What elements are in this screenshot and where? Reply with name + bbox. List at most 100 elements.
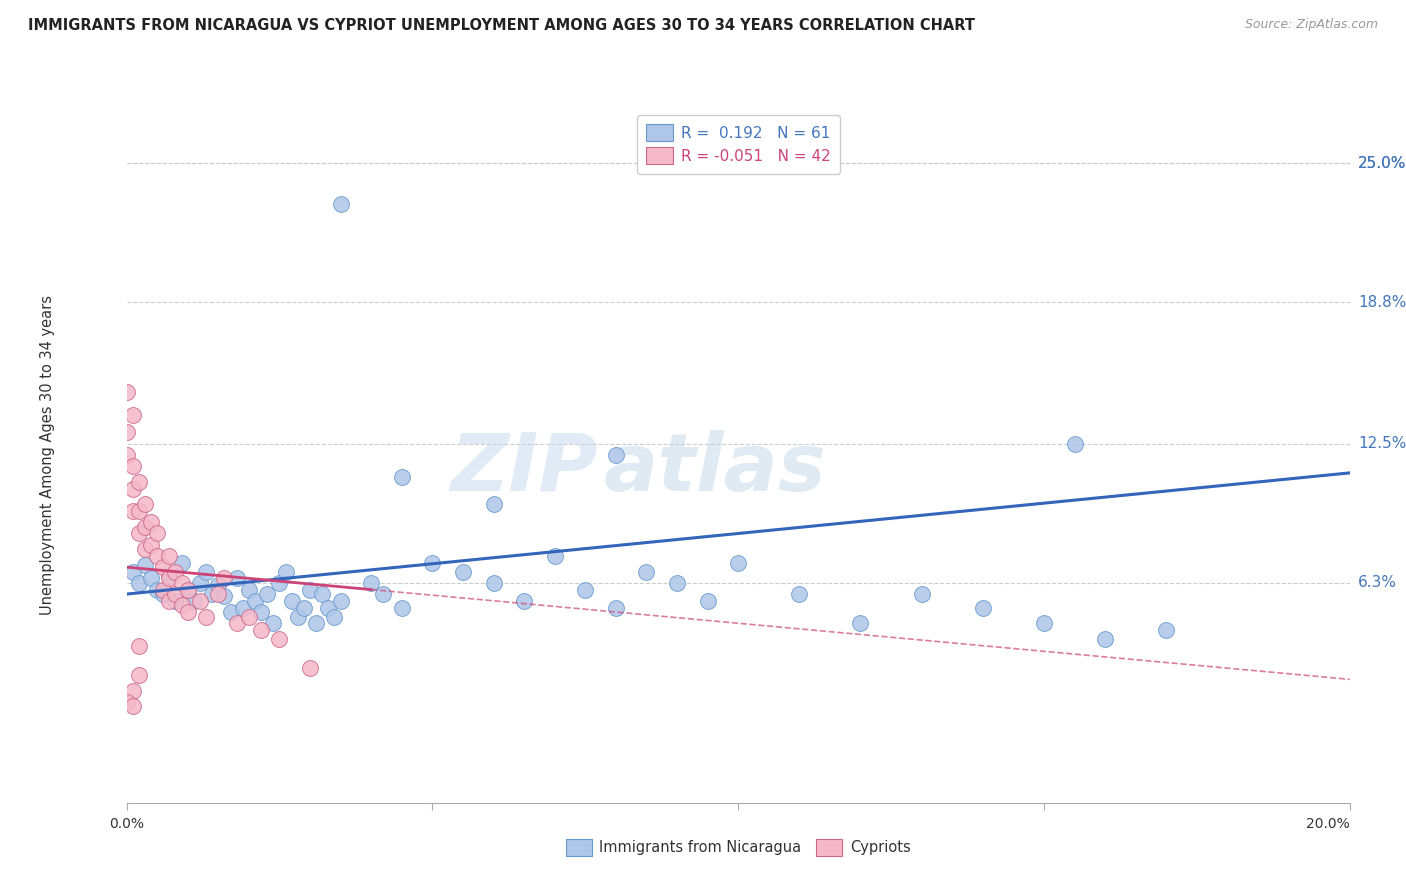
Text: 20.0%: 20.0% [1306, 817, 1350, 830]
Point [139, 571, 162, 585]
Point [165, 594, 187, 608]
Point [274, 565, 297, 579]
Text: 18.8%: 18.8% [1358, 294, 1406, 310]
Point [115, 385, 138, 400]
Point [243, 594, 266, 608]
Point [157, 569, 180, 583]
Point [219, 605, 242, 619]
Point [177, 605, 200, 619]
Point [972, 600, 994, 615]
Point [323, 609, 346, 624]
Point [696, 594, 718, 608]
Point [1094, 632, 1116, 646]
Point [121, 699, 143, 714]
Point [201, 587, 224, 601]
Point [157, 549, 180, 563]
Point [115, 448, 138, 462]
Point [269, 575, 291, 590]
Point [299, 661, 322, 675]
Point [152, 560, 174, 574]
Point [115, 425, 138, 440]
Point [157, 594, 180, 608]
Point [139, 538, 162, 552]
Point [543, 549, 565, 563]
Point [128, 504, 150, 518]
Point [188, 575, 211, 590]
Point [513, 594, 536, 608]
Point [134, 520, 156, 534]
Point [146, 549, 169, 563]
Point [911, 587, 934, 601]
Point [574, 582, 596, 597]
Point [391, 470, 413, 484]
Point [152, 587, 174, 601]
Text: 6.3%: 6.3% [1358, 575, 1398, 591]
Point [207, 578, 229, 592]
Legend: Immigrants from Nicaragua, Cypriots: Immigrants from Nicaragua, Cypriots [560, 833, 917, 862]
Point [128, 526, 150, 541]
Point [165, 587, 187, 601]
Text: 25.0%: 25.0% [1358, 155, 1406, 170]
Point [195, 565, 218, 579]
Point [121, 482, 143, 496]
Point [128, 575, 150, 590]
Point [262, 616, 284, 631]
Point [195, 609, 218, 624]
Point [232, 600, 254, 615]
Point [256, 587, 278, 601]
Point [170, 575, 193, 590]
Point [329, 196, 352, 211]
Point [128, 475, 150, 489]
Point [238, 609, 260, 624]
Point [225, 616, 247, 631]
Point [170, 556, 193, 570]
Point [134, 497, 156, 511]
Point [225, 571, 247, 585]
Point [177, 582, 200, 597]
Text: IMMIGRANTS FROM NICARAGUA VS CYPRIOT UNEMPLOYMENT AMONG AGES 30 TO 34 YEARS CORR: IMMIGRANTS FROM NICARAGUA VS CYPRIOT UNE… [28, 18, 976, 33]
Point [787, 587, 810, 601]
Text: ZIP: ZIP [450, 430, 598, 508]
Point [121, 565, 143, 579]
Point [238, 582, 260, 597]
Point [207, 587, 229, 601]
Point [115, 695, 138, 709]
Point [305, 616, 328, 631]
Point [165, 565, 187, 579]
Point [391, 600, 413, 615]
Point [146, 582, 169, 597]
Point [134, 542, 156, 557]
Point [360, 575, 382, 590]
Point [318, 600, 340, 615]
Point [666, 575, 689, 590]
Point [157, 571, 180, 585]
Point [292, 600, 315, 615]
Point [422, 556, 444, 570]
Point [250, 605, 273, 619]
Point [329, 594, 352, 608]
Point [727, 556, 749, 570]
Text: atlas: atlas [603, 430, 827, 508]
Point [134, 558, 156, 572]
Point [214, 590, 236, 604]
Point [188, 594, 211, 608]
Text: 12.5%: 12.5% [1358, 436, 1406, 451]
Point [280, 594, 302, 608]
Point [128, 639, 150, 653]
Point [121, 683, 143, 698]
Point [269, 632, 291, 646]
Point [1156, 623, 1178, 637]
Point [373, 587, 395, 601]
Point [121, 504, 143, 518]
Point [183, 594, 205, 608]
Point [482, 575, 505, 590]
Point [1063, 436, 1085, 450]
Text: Unemployment Among Ages 30 to 34 years: Unemployment Among Ages 30 to 34 years [39, 295, 55, 615]
Point [311, 587, 333, 601]
Text: Source: ZipAtlas.com: Source: ZipAtlas.com [1244, 18, 1378, 31]
Point [287, 609, 309, 624]
Point [1033, 616, 1056, 631]
Point [299, 582, 322, 597]
Point [121, 459, 143, 474]
Point [177, 582, 200, 597]
